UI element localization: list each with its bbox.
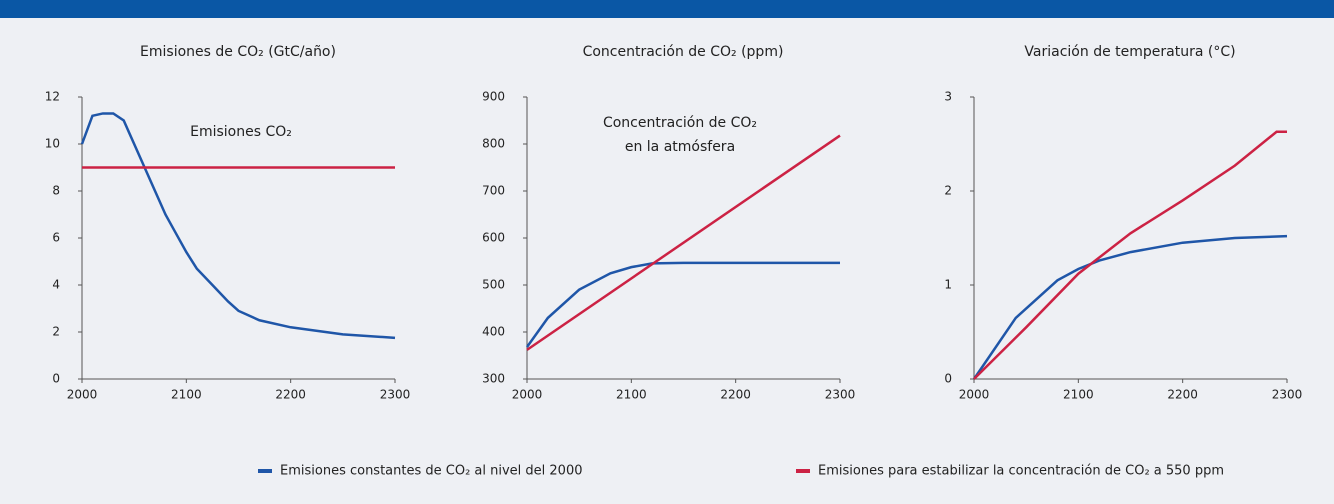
annotation: Emisiones CO₂ [190,124,292,140]
y-tick-label: 3 [944,90,952,104]
chart-title: Emisiones de CO₂ (GtC/año) [140,44,336,60]
y-tick-label: 900 [482,90,505,104]
y-tick-label: 0 [944,372,952,386]
x-tick-label: 2100 [171,388,202,402]
y-tick-label: 300 [482,372,505,386]
y-tick-label: 1 [944,278,952,292]
series-line [973,130,1287,380]
x-tick-label: 2200 [275,388,306,402]
x-tick-label: 2300 [380,388,411,402]
header-band [0,0,1334,18]
x-tick-label: 2200 [720,388,751,402]
x-tick-label: 2300 [1272,388,1303,402]
x-tick-label: 2300 [825,388,856,402]
chart-title: Variación de temperatura (°C) [1024,44,1235,60]
x-tick-label: 2100 [1063,388,1094,402]
y-tick-label: 500 [482,278,505,292]
y-tick-label: 4 [52,278,60,292]
x-tick-label: 2000 [959,388,990,402]
y-tick-label: 6 [52,231,60,245]
legend-swatch [796,469,810,473]
x-tick-label: 2000 [67,388,98,402]
series-line [972,234,1288,380]
y-tick-label: 10 [45,137,60,151]
y-tick-label: 600 [482,231,505,245]
legend-label: Emisiones constantes de CO₂ al nivel del… [280,464,583,479]
x-tick-label: 2100 [616,388,647,402]
y-tick-label: 2 [944,184,952,198]
y-tick-label: 8 [52,184,60,198]
legend-swatch [258,469,272,473]
x-tick-label: 2200 [1167,388,1198,402]
series-line [526,134,841,351]
y-tick-label: 12 [45,90,60,104]
y-tick-label: 2 [52,325,60,339]
legend-label: Emisiones para estabilizar la concentrac… [818,464,1224,479]
series-line [80,112,396,340]
x-tick-label: 2000 [512,388,543,402]
y-tick-label: 400 [482,325,505,339]
annotation: en la atmósfera [625,139,735,155]
y-tick-label: 700 [482,184,505,198]
series-line [525,261,840,348]
y-tick-label: 800 [482,137,505,151]
y-tick-label: 0 [52,372,60,386]
annotation: Concentración de CO₂ [603,115,757,131]
chart-title: Concentración de CO₂ (ppm) [583,44,784,60]
